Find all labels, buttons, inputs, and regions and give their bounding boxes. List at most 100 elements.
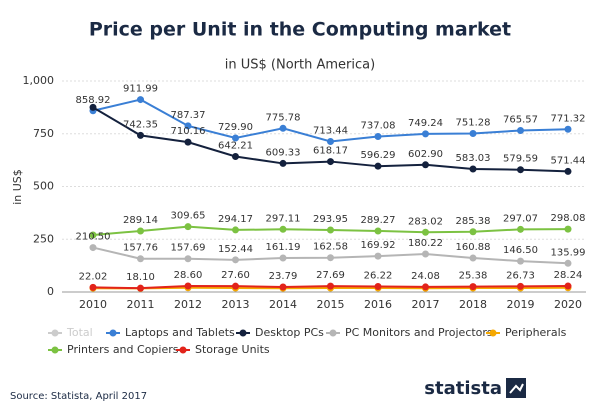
data-label: 135.99 — [551, 247, 586, 258]
data-label: 602.90 — [408, 149, 443, 160]
data-label: 27.60 — [221, 270, 250, 281]
data-label: 713.44 — [313, 125, 348, 136]
data-point — [564, 167, 572, 175]
x-tick-label: 2019 — [507, 298, 535, 311]
data-point — [374, 282, 382, 290]
data-label: 161.19 — [266, 242, 301, 253]
legend-marker — [109, 329, 117, 337]
data-point — [374, 132, 382, 140]
data-label: 293.95 — [313, 214, 348, 225]
legend-marker — [329, 329, 337, 337]
data-label: 742.35 — [123, 119, 158, 130]
data-label: 596.29 — [361, 150, 396, 161]
data-point — [469, 254, 477, 262]
x-tick-label: 2015 — [317, 298, 345, 311]
legend-marker — [51, 329, 59, 337]
data-point — [517, 282, 524, 290]
data-point — [422, 130, 429, 138]
data-point — [279, 283, 287, 291]
data-label: 775.78 — [266, 112, 301, 123]
data-label: 737.08 — [361, 120, 396, 131]
x-tick-label: 2011 — [127, 298, 155, 311]
data-point — [137, 131, 144, 139]
legend-label: PC Monitors and Projectors — [345, 326, 493, 339]
data-point — [517, 166, 524, 174]
data-point — [137, 96, 144, 104]
x-tick-label: 2017 — [412, 298, 440, 311]
data-label: 285.38 — [456, 216, 491, 227]
data-point — [137, 284, 144, 292]
data-label: 579.59 — [503, 154, 538, 165]
data-label: 765.57 — [503, 114, 538, 125]
legend-marker — [51, 346, 59, 354]
legend-label: Peripherals — [505, 326, 567, 339]
data-point — [422, 250, 429, 258]
data-point — [517, 257, 524, 265]
y-tick-label: 250 — [33, 232, 54, 245]
data-point — [327, 226, 334, 234]
x-tick-label: 2014 — [269, 298, 297, 311]
data-label: 18.10 — [126, 272, 155, 283]
data-point — [327, 158, 334, 166]
data-label: 751.28 — [456, 117, 491, 128]
data-label: 28.24 — [554, 270, 583, 281]
x-tick-label: 2018 — [459, 298, 487, 311]
data-label: 642.21 — [218, 140, 253, 151]
data-point — [422, 161, 429, 169]
x-tick-label: 2012 — [174, 298, 202, 311]
data-label: 25.38 — [459, 271, 488, 282]
y-tick-label: 0 — [47, 285, 54, 298]
data-label: 710.16 — [171, 126, 206, 137]
data-label: 309.65 — [171, 211, 206, 222]
data-label: 298.08 — [551, 213, 586, 224]
data-point — [279, 225, 287, 233]
data-point — [137, 227, 144, 235]
legend-marker — [489, 329, 497, 337]
data-label: 160.88 — [456, 242, 491, 253]
data-point — [469, 129, 477, 137]
legend-label: Printers and Copiers — [67, 343, 179, 356]
data-point — [564, 125, 572, 133]
data-point — [564, 225, 572, 233]
data-point — [184, 282, 192, 290]
data-point — [279, 124, 287, 132]
data-point — [184, 223, 192, 231]
data-label: 289.27 — [361, 215, 396, 226]
data-label: 749.24 — [408, 118, 443, 129]
data-label: 294.17 — [218, 214, 253, 225]
data-point — [374, 227, 382, 235]
data-label: 162.58 — [313, 242, 348, 253]
data-label: 583.03 — [456, 153, 491, 164]
data-point — [184, 122, 192, 130]
data-label: 157.69 — [171, 243, 206, 254]
data-label: 180.22 — [408, 238, 443, 249]
data-label: 26.73 — [506, 270, 535, 281]
data-point — [327, 254, 334, 262]
data-label: 289.14 — [123, 215, 158, 226]
data-point — [422, 228, 429, 236]
y-axis-label: in US$ — [11, 169, 24, 205]
brand: statista — [424, 378, 502, 399]
data-label: 146.50 — [503, 245, 538, 256]
data-label: 858.92 — [76, 95, 111, 106]
data-point — [89, 283, 97, 291]
data-point — [89, 103, 97, 111]
data-label: 152.44 — [218, 244, 253, 255]
source: Source: Statista, April 2017 — [10, 391, 147, 402]
data-point — [137, 255, 144, 263]
data-label: 571.44 — [551, 155, 586, 166]
data-label: 297.11 — [266, 213, 301, 224]
y-tick-label: 500 — [33, 180, 54, 193]
data-point — [327, 137, 334, 145]
legend-label: Desktop PCs — [255, 326, 324, 339]
data-point — [232, 282, 239, 290]
data-point — [564, 259, 572, 267]
brand-icon — [506, 378, 526, 398]
y-tick-label: 1,000 — [23, 74, 55, 87]
data-point — [517, 225, 524, 233]
data-point — [279, 159, 287, 167]
data-label: 297.07 — [503, 213, 538, 224]
data-point — [232, 256, 239, 264]
data-point — [327, 282, 334, 290]
